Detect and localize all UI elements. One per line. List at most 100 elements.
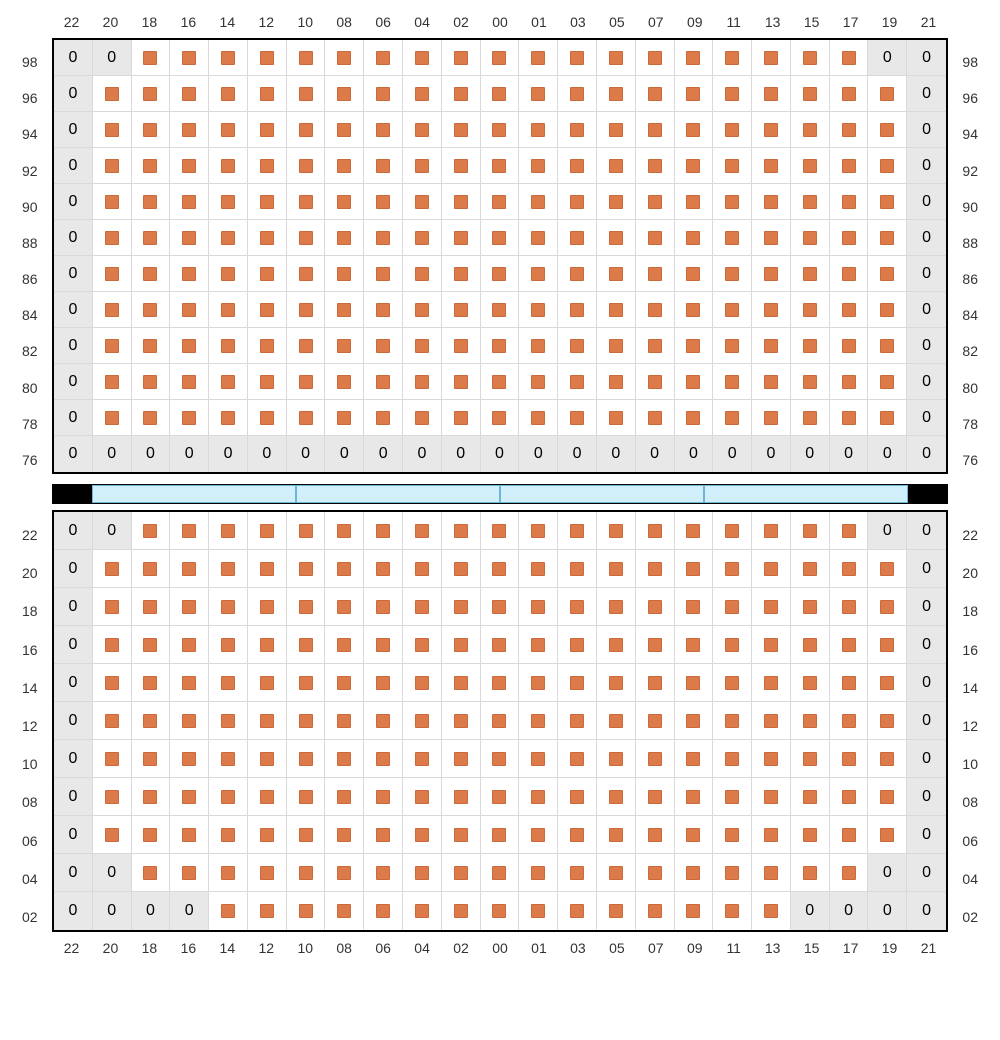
seat[interactable] <box>519 400 558 436</box>
seat[interactable] <box>830 854 869 892</box>
seat[interactable] <box>752 588 791 626</box>
seat[interactable] <box>287 328 326 364</box>
seat[interactable] <box>636 778 675 816</box>
seat[interactable] <box>597 854 636 892</box>
seat[interactable] <box>209 854 248 892</box>
seat[interactable] <box>170 112 209 148</box>
seat[interactable] <box>170 626 209 664</box>
seat[interactable] <box>364 512 403 550</box>
seat[interactable] <box>132 816 171 854</box>
seat[interactable] <box>248 740 287 778</box>
seat[interactable] <box>325 112 364 148</box>
seat[interactable] <box>868 664 907 702</box>
seat[interactable] <box>209 892 248 930</box>
seat[interactable] <box>403 256 442 292</box>
seat[interactable] <box>287 400 326 436</box>
seat[interactable] <box>442 256 481 292</box>
seat[interactable] <box>519 148 558 184</box>
seat[interactable] <box>558 220 597 256</box>
seat[interactable] <box>325 664 364 702</box>
seat[interactable] <box>364 778 403 816</box>
seat[interactable] <box>403 292 442 328</box>
seat[interactable] <box>558 626 597 664</box>
seat[interactable] <box>558 400 597 436</box>
seat[interactable] <box>752 364 791 400</box>
seat[interactable] <box>675 664 714 702</box>
seat[interactable] <box>93 550 132 588</box>
seat[interactable] <box>675 816 714 854</box>
seat[interactable] <box>830 664 869 702</box>
seat[interactable] <box>675 148 714 184</box>
seat[interactable] <box>93 184 132 220</box>
seat[interactable] <box>403 816 442 854</box>
seat[interactable] <box>93 588 132 626</box>
seat[interactable] <box>287 184 326 220</box>
seat[interactable] <box>791 292 830 328</box>
seat[interactable] <box>132 148 171 184</box>
seat[interactable] <box>481 292 520 328</box>
seat[interactable] <box>713 740 752 778</box>
seat[interactable] <box>132 550 171 588</box>
seat[interactable] <box>675 364 714 400</box>
seat[interactable] <box>287 364 326 400</box>
seat[interactable] <box>481 816 520 854</box>
seat[interactable] <box>403 892 442 930</box>
seat[interactable] <box>519 112 558 148</box>
seat[interactable] <box>403 702 442 740</box>
seat[interactable] <box>675 328 714 364</box>
seat[interactable] <box>248 626 287 664</box>
seat[interactable] <box>791 364 830 400</box>
seat[interactable] <box>248 148 287 184</box>
seat[interactable] <box>403 148 442 184</box>
seat[interactable] <box>170 184 209 220</box>
seat[interactable] <box>481 588 520 626</box>
seat[interactable] <box>209 148 248 184</box>
seat[interactable] <box>93 400 132 436</box>
seat[interactable] <box>248 588 287 626</box>
seat[interactable] <box>442 740 481 778</box>
seat[interactable] <box>519 778 558 816</box>
seat[interactable] <box>442 328 481 364</box>
seat[interactable] <box>597 778 636 816</box>
seat[interactable] <box>325 256 364 292</box>
seat[interactable] <box>558 550 597 588</box>
seat[interactable] <box>713 778 752 816</box>
seat[interactable] <box>713 76 752 112</box>
seat[interactable] <box>636 664 675 702</box>
seat[interactable] <box>675 40 714 76</box>
seat[interactable] <box>675 626 714 664</box>
seat[interactable] <box>481 740 520 778</box>
seat[interactable] <box>636 328 675 364</box>
seat[interactable] <box>209 184 248 220</box>
seat[interactable] <box>675 892 714 930</box>
seat[interactable] <box>403 512 442 550</box>
seat[interactable] <box>830 400 869 436</box>
seat[interactable] <box>170 76 209 112</box>
seat[interactable] <box>791 702 830 740</box>
seat[interactable] <box>558 148 597 184</box>
seat[interactable] <box>868 256 907 292</box>
seat[interactable] <box>287 512 326 550</box>
seat[interactable] <box>442 702 481 740</box>
seat[interactable] <box>325 400 364 436</box>
seat[interactable] <box>597 256 636 292</box>
seat[interactable] <box>132 220 171 256</box>
seat[interactable] <box>558 292 597 328</box>
seat[interactable] <box>636 256 675 292</box>
seat[interactable] <box>558 328 597 364</box>
seat[interactable] <box>132 740 171 778</box>
seat[interactable] <box>209 328 248 364</box>
seat[interactable] <box>287 40 326 76</box>
seat[interactable] <box>713 892 752 930</box>
seat[interactable] <box>636 512 675 550</box>
seat[interactable] <box>675 76 714 112</box>
seat[interactable] <box>791 148 830 184</box>
seat[interactable] <box>248 550 287 588</box>
seat[interactable] <box>597 626 636 664</box>
seat[interactable] <box>830 292 869 328</box>
seat[interactable] <box>830 112 869 148</box>
seat[interactable] <box>442 148 481 184</box>
seat[interactable] <box>325 778 364 816</box>
seat[interactable] <box>442 112 481 148</box>
seat[interactable] <box>675 400 714 436</box>
